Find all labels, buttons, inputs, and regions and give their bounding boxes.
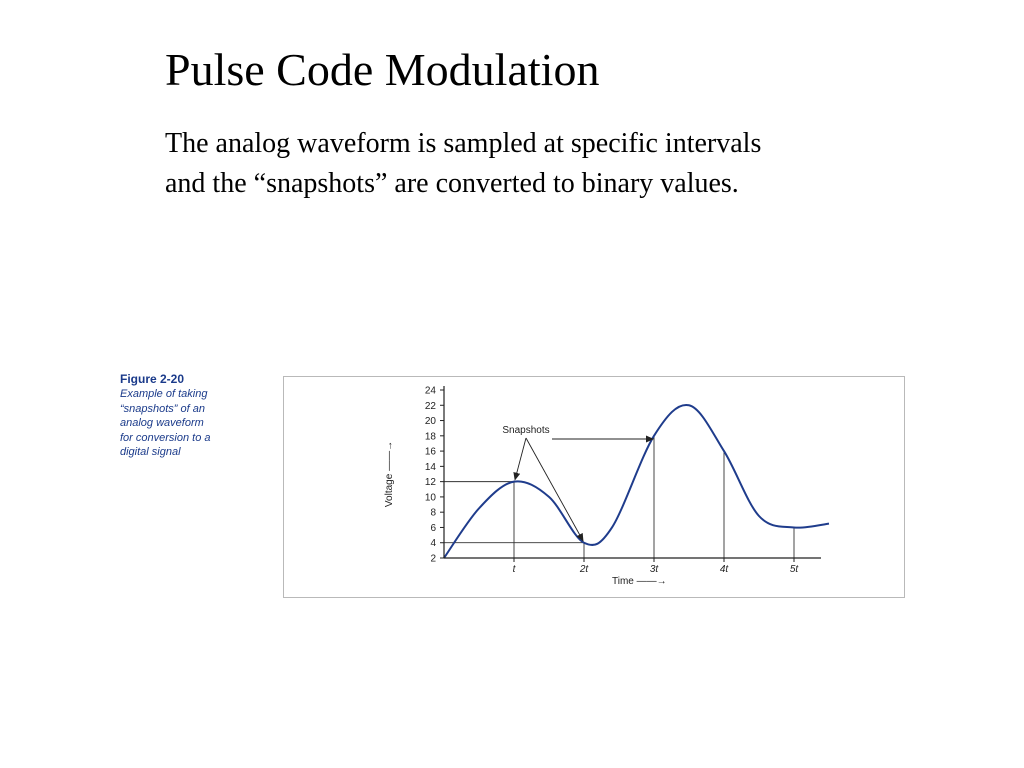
body-line-1: The analog waveform is sampled at specif… [165,128,762,159]
y-tick-label-10: 10 [425,492,437,503]
y-tick-label-4: 4 [430,538,436,549]
slide-body-text: The analog waveform is sampled at specif… [165,124,925,204]
y-tick-label-20: 20 [425,416,437,427]
caption-line-4: for conversion to a [120,431,211,444]
caption-line-3: analog waveform [120,417,204,429]
x-tick-label-3t: 3t [650,564,660,575]
figure-label: Figure 2-20 [120,372,185,386]
y-tick-label-12: 12 [425,477,437,488]
snapshot-arrow-2 [525,437,584,542]
snapshots-annotation: Snapshots [502,425,549,436]
caption-line-2: “snapshots” of an [120,402,205,415]
x-axis-label: Time ——→ [612,576,667,587]
body-line-2: and the “snapshots” are converted to bin… [165,168,739,199]
x-tick-label-4t: 4t [720,564,730,575]
caption-line-1: Example of taking [120,388,208,400]
figure-caption: Figure 2-20 Example of taking “snapshots… [120,372,270,460]
y-tick-label-6: 6 [430,523,436,534]
y-tick-label-16: 16 [425,447,437,458]
y-tick-label-22: 22 [425,401,437,412]
figure-frame: 2 4 6 8 10 12 14 16 18 20 22 24 t 2t 3t 4t 5t Voltage ——→… [283,376,905,598]
y-axis-label: Voltage ——→ [384,441,395,507]
waveform-curve [443,404,830,559]
y-tick-label-24: 24 [425,386,437,397]
y-tick-label-2: 2 [430,554,436,565]
snapshot-arrow-1 [513,437,527,481]
y-tick-label-8: 8 [430,508,436,519]
y-tick-label-14: 14 [425,462,437,473]
x-tick-label-5t: 5t [790,564,800,575]
y-tick-label-18: 18 [425,431,437,442]
x-tick-label-t: t [513,564,517,575]
caption-line-5: digital signal [120,446,181,458]
slide-title: Pulse Code Modulation [165,44,600,95]
x-tick-label-2t: 2t [579,564,590,575]
